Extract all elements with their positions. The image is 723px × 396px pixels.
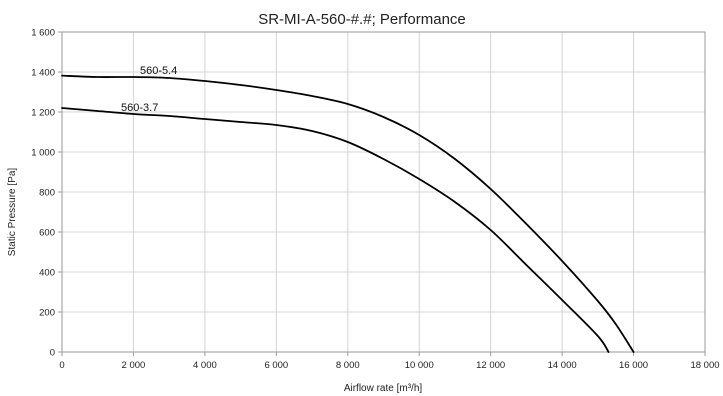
y-axis: 0 200 400 600 800 1 000 1 200 1 400 1 600 [31,28,62,359]
x-tick-label: 12 000 [476,360,505,371]
x-tick-label: 16 000 [619,360,648,371]
x-tick-label: 14 000 [548,360,577,371]
y-tick-label: 0 [50,348,55,359]
series-label-560-3-7: 560-3.7 [121,102,158,114]
x-tick-label: 18 000 [690,360,719,371]
y-axis-title: Static Pressure [Pa] [7,168,18,257]
series-line-560-3-7 [61,107,610,353]
y-tick-label: 800 [39,188,55,199]
y-tick-label: 1 000 [31,148,55,159]
x-tick-label: 0 [59,360,64,371]
grid [61,31,706,353]
x-axis: 0 2 000 4 000 6 000 8 000 10 000 12 000 14 000 1… [59,352,720,371]
chart-title: SR-MI-A-560-#.#; Performance [258,11,466,28]
y-tick-label: 600 [39,228,55,239]
x-tick-label: 4 000 [193,360,217,371]
y-tick-label: 1 400 [31,68,55,79]
series-line-560-5-4 [61,74,635,353]
series-label-560-5-4: 560-5.4 [140,65,177,77]
y-tick-label: 1 600 [31,28,55,39]
x-tick-label: 2 000 [122,360,146,371]
series-labels: 560-5.4 560-3.7 [121,65,177,114]
series-group [61,74,635,353]
y-tick-label: 400 [39,268,55,279]
y-tick-label: 1 200 [31,108,55,119]
y-tick-label: 200 [39,308,55,319]
x-tick-label: 8 000 [336,360,360,371]
x-axis-title: Airflow rate [m³/h] [344,383,423,394]
x-tick-label: 6 000 [264,360,288,371]
x-tick-label: 10 000 [405,360,434,371]
